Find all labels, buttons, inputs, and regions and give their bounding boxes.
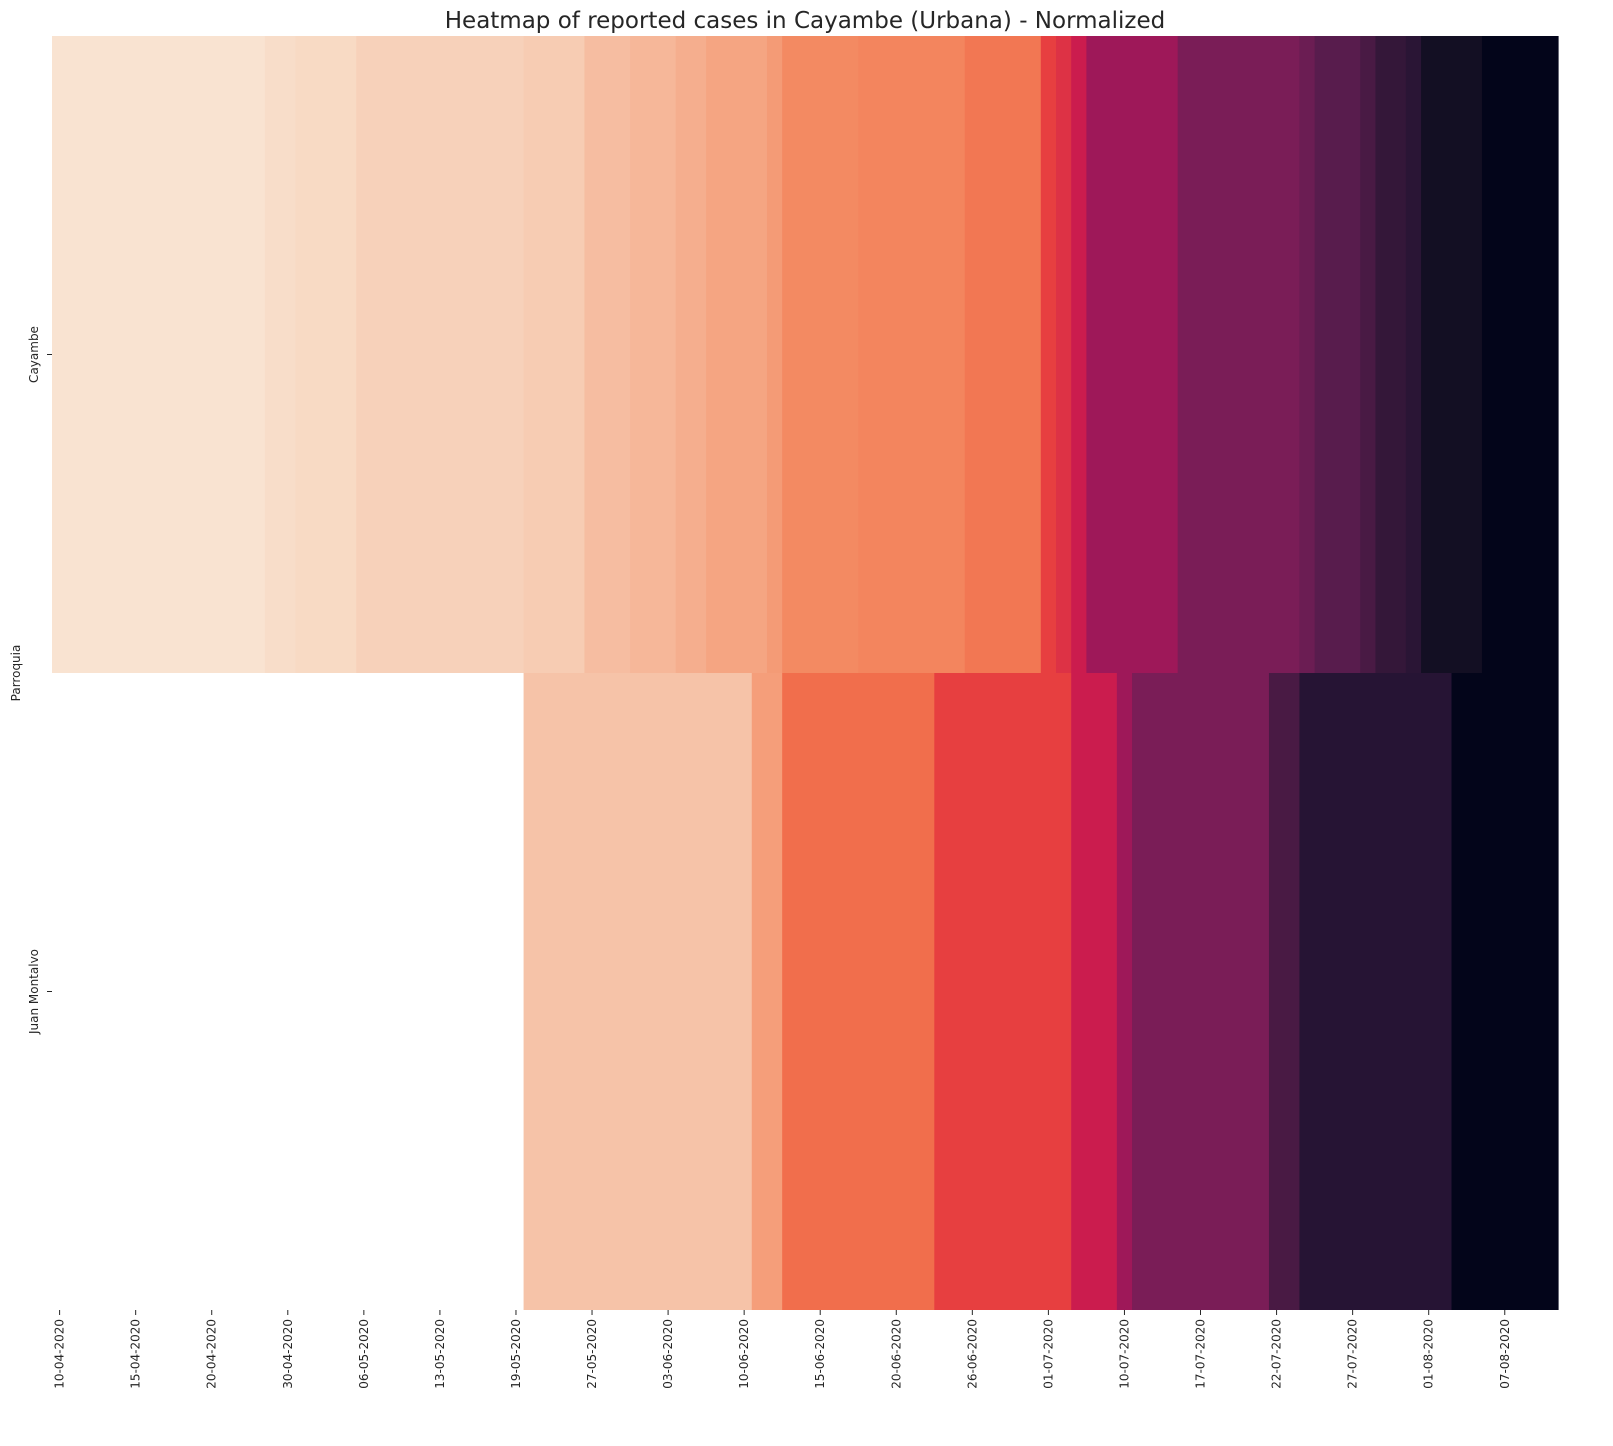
x-tick-label: 15-06-2020 [813, 1319, 827, 1389]
x-tick-label: 07-08-2020 [1498, 1319, 1512, 1389]
x-tick-label: 10-06-2020 [737, 1319, 751, 1389]
heatmap-cell-cayambe-11 [858, 36, 966, 673]
heatmap-cell-cayambe-15 [1071, 36, 1088, 673]
heatmap-cell-cayambe-24 [1481, 36, 1559, 673]
x-tick-label: 13-05-2020 [433, 1319, 447, 1389]
x-tick-label: 26-06-2020 [965, 1319, 979, 1389]
x-tick-label: 30-04-2020 [281, 1319, 295, 1389]
heatmap-cell-cayambe-18 [1299, 36, 1316, 673]
heatmap-cell-juan-montalvo-5 [1116, 673, 1133, 1310]
heatmap-cell-cayambe-16 [1086, 36, 1179, 673]
heatmap-cell-cayambe-20 [1360, 36, 1377, 673]
x-tick-label: 06-05-2020 [357, 1319, 371, 1389]
heatmap-cell-cayambe-1 [264, 36, 296, 673]
x-tick-label: 01-07-2020 [1041, 1319, 1055, 1389]
heatmap-cell-cayambe-4 [523, 36, 586, 673]
x-tick-label: 22-07-2020 [1270, 1319, 1284, 1389]
heatmap-cell-juan-montalvo-8 [1299, 673, 1453, 1310]
heatmap-cells [52, 36, 1559, 1310]
y-tick-label: Juan Montalvo [27, 949, 41, 1035]
y-axis: Cayambe Juan Montalvo [27, 326, 52, 1035]
heatmap-cell-juan-montalvo-2 [782, 673, 935, 1310]
heatmap-cell-cayambe-14 [1056, 36, 1072, 673]
x-tick-label: 17-07-2020 [1194, 1319, 1208, 1389]
heatmap-cell-juan-montalvo-9 [1451, 673, 1559, 1310]
heatmap-cell-cayambe-12 [964, 36, 1042, 673]
heatmap-cell-cayambe-8 [706, 36, 768, 673]
heatmap-cell-cayambe-13 [1040, 36, 1057, 673]
heatmap-cell-juan-montalvo-1 [751, 673, 783, 1310]
heatmap-cell-juan-montalvo-3 [934, 673, 1072, 1310]
chart-title: Heatmap of reported cases in Cayambe (Ur… [445, 8, 1165, 34]
heatmap-cell-cayambe-17 [1177, 36, 1300, 673]
heatmap-cell-juan-montalvo-4 [1071, 673, 1118, 1310]
heatmap-cell-cayambe-10 [782, 36, 859, 673]
heatmap-cell-cayambe-7 [675, 36, 707, 673]
heatmap-cell-cayambe-0 [52, 36, 266, 673]
heatmap-cell-cayambe-3 [356, 36, 525, 673]
x-tick-label: 15-04-2020 [129, 1319, 143, 1389]
y-axis-label: Parroquia [9, 645, 23, 702]
heatmap-cell-cayambe-6 [630, 36, 677, 673]
heatmap-cell-cayambe-9 [766, 36, 783, 673]
x-tick-label: 27-07-2020 [1346, 1319, 1360, 1389]
x-tick-label: 19-05-2020 [509, 1319, 523, 1389]
heatmap-cell-juan-montalvo-7 [1268, 673, 1300, 1310]
heatmap-cell-cayambe-23 [1421, 36, 1483, 673]
heatmap-cell-cayambe-21 [1375, 36, 1407, 673]
x-tick-label: 20-06-2020 [889, 1319, 903, 1389]
heatmap-cell-cayambe-2 [295, 36, 357, 673]
x-axis: 10-04-2020 15-04-2020 20-04-2020 30-04-2020… [53, 1310, 1512, 1389]
x-tick-label: 01-08-2020 [1422, 1319, 1436, 1389]
heatmap-cell-cayambe-19 [1314, 36, 1361, 673]
x-tick-label: 27-05-2020 [585, 1319, 599, 1389]
x-tick-label: 10-04-2020 [53, 1319, 67, 1389]
y-tick-label: Cayambe [27, 326, 41, 383]
heatmap-cell-juan-montalvo-6 [1132, 673, 1270, 1310]
heatmap-cell-juan-montalvo-0 [523, 673, 753, 1310]
x-tick-label: 20-04-2020 [205, 1319, 219, 1389]
heatmap-cell-cayambe-5 [584, 36, 631, 673]
x-tick-label: 03-06-2020 [661, 1319, 675, 1389]
heatmap-cell-cayambe-22 [1405, 36, 1422, 673]
x-tick-label: 10-07-2020 [1117, 1319, 1131, 1389]
